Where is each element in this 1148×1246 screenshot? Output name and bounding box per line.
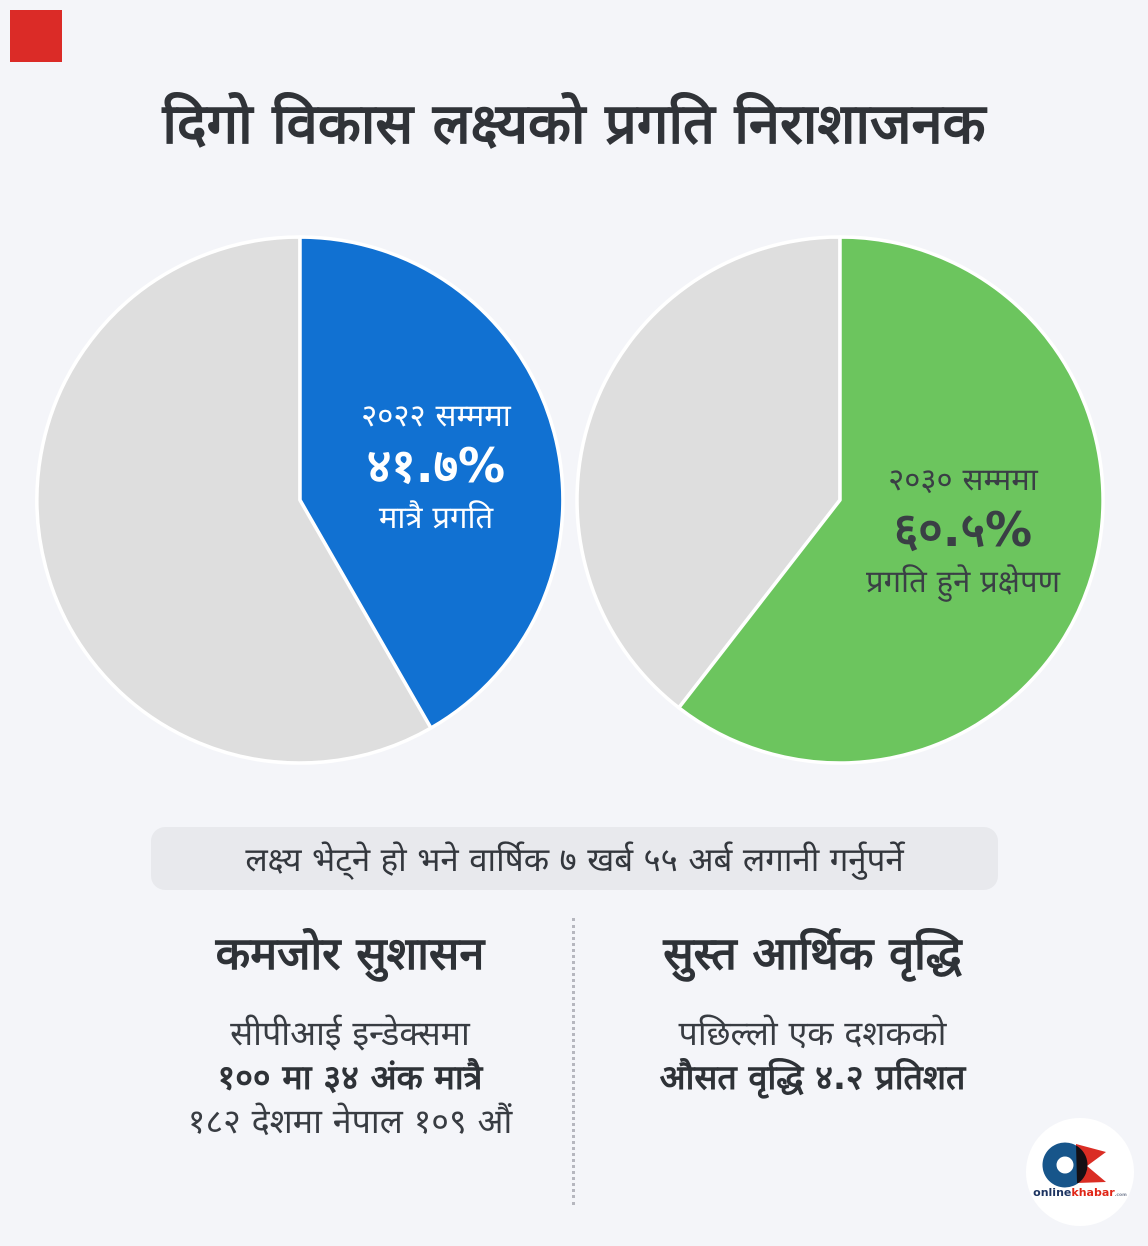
pie-2030-caption: प्रगति हुने प्रक्षेपण [865,564,1061,600]
corner-marker [10,10,62,62]
pie-2022-caption: मात्रै प्रगति [378,500,494,536]
governance-line-2: १०० मा ३४ अंक मात्रै [217,1058,483,1098]
logo-wordmark-suffix: .com [1115,1193,1127,1198]
logo-o-hole [1056,1156,1074,1174]
pie-2022-value: ४१.७% [366,439,506,494]
pie-chart-2022 [34,234,566,766]
page-title: दिगो विकास लक्ष्यको प्रगति निराशाजनक [162,92,986,157]
pie-2030-annotation: २०३० सम्ममा ६०.५% प्रगति हुने प्रक्षेपण [845,458,1081,604]
logo-wordmark-khabar: khabar [1071,1186,1115,1199]
growth-line-1: पछिल्लो एक दशकको [678,1014,947,1054]
investment-banner-text: लक्ष्य भेट्ने हो भने वार्षिक ७ खर्ब ५५ अ… [245,840,904,879]
pie-2030-period: २०३० सम्ममा [888,462,1038,498]
onlinekhabar-logo: onlinekhabar.com [1026,1118,1134,1226]
logo-wordmark: onlinekhabar.com [1033,1186,1127,1199]
column-divider [572,918,575,1205]
investment-banner: लक्ष्य भेट्ने हो भने वार्षिक ७ खर्ब ५५ अ… [151,827,998,890]
pie-2022-annotation: २०२२ सम्ममा ४१.७% मात्रै प्रगति [320,394,552,540]
pie-2022-period: २०२२ सम्ममा [361,398,511,434]
growth-column: सुस्त आर्थिक वृद्धि पछिल्लो एक दशकको औसत… [600,922,1025,1100]
logo-wordmark-online: online [1033,1186,1071,1199]
governance-line-3: १८२ देशमा नेपाल १०९ औं [187,1102,513,1142]
governance-heading: कमजोर सुशासन [215,927,485,980]
pie-chart-2030 [574,234,1106,766]
growth-line-2: औसत वृद्धि ४.२ प्रतिशत [659,1058,966,1098]
governance-column: कमजोर सुशासन सीपीआई इन्डेक्समा १०० मा ३४… [130,922,570,1144]
growth-heading: सुस्त आर्थिक वृद्धि [663,927,962,980]
pie-2030-value: ६०.५% [893,503,1033,558]
governance-line-1: सीपीआई इन्डेक्समा [230,1014,470,1054]
